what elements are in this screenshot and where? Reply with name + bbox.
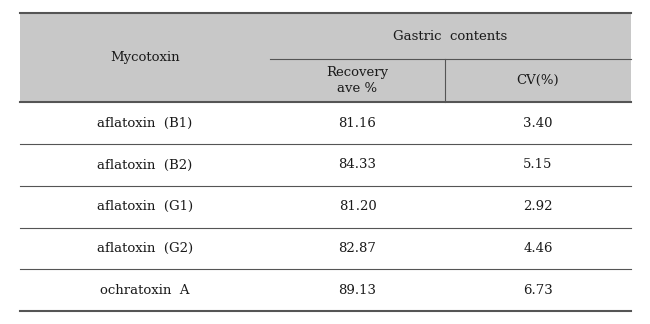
Text: 81.16: 81.16 [339, 117, 376, 130]
Text: ochratoxin  A: ochratoxin A [100, 284, 189, 297]
Text: Gastric  contents: Gastric contents [393, 29, 507, 42]
Text: 5.15: 5.15 [523, 158, 552, 171]
Bar [20, 227, 630, 269]
Bar [20, 144, 630, 186]
Text: 81.20: 81.20 [339, 200, 376, 213]
Text: Mycotoxin: Mycotoxin [110, 51, 179, 64]
Text: 89.13: 89.13 [339, 284, 376, 297]
Text: aflatoxin  (B2): aflatoxin (B2) [97, 158, 192, 171]
Text: 3.40: 3.40 [523, 117, 552, 130]
Bar [20, 269, 630, 311]
Text: 82.87: 82.87 [339, 242, 376, 255]
Bar [20, 186, 630, 227]
Text: CV(%): CV(%) [517, 74, 559, 87]
Text: 84.33: 84.33 [339, 158, 376, 171]
Text: 2.92: 2.92 [523, 200, 552, 213]
Text: aflatoxin  (G2): aflatoxin (G2) [97, 242, 192, 255]
Text: Recovery
ave %: Recovery ave % [326, 66, 389, 95]
Bar [20, 102, 630, 144]
Text: aflatoxin  (G1): aflatoxin (G1) [97, 200, 192, 213]
Text: 4.46: 4.46 [523, 242, 552, 255]
Bar [20, 13, 630, 102]
Text: 6.73: 6.73 [523, 284, 552, 297]
Text: aflatoxin  (B1): aflatoxin (B1) [97, 117, 192, 130]
